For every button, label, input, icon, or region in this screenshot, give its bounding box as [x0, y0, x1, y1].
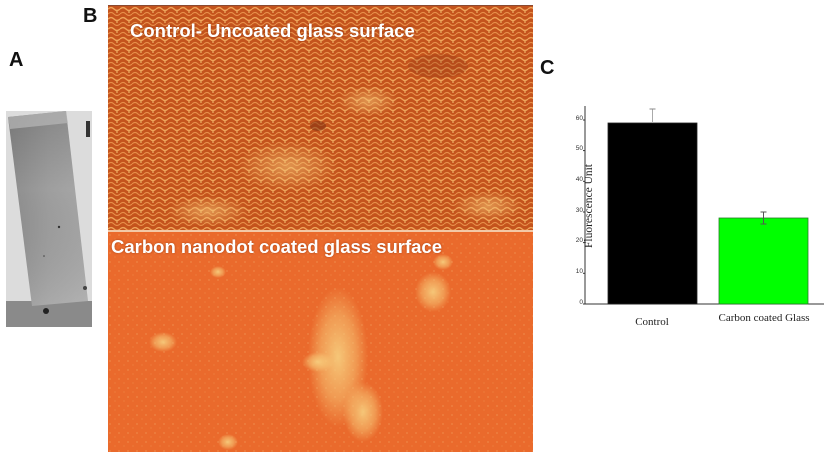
- x-label-control: Control: [635, 316, 669, 328]
- panel-divider: [108, 230, 533, 232]
- microscopy-panel: Control- Uncoated glass surface: [108, 5, 533, 452]
- biofilm-texture: [108, 6, 533, 230]
- glass-slide-photo: [6, 111, 92, 327]
- fluorescence-bar-chart: 0 10 20 30 40 50 60 Fluorescence Unit Co…: [548, 100, 824, 340]
- y-tick-40: 40: [575, 176, 583, 183]
- y-tick-10: 10: [575, 268, 583, 275]
- y-tick-0: 0: [579, 299, 583, 306]
- control-surface-label: Control- Uncoated glass surface: [130, 20, 415, 41]
- coated-surface-image: Carbon nanodot coated glass surface: [108, 232, 533, 452]
- sparse-texture: [108, 232, 533, 452]
- y-ticks: [583, 119, 585, 305]
- chart-plot: [583, 106, 824, 305]
- y-tick-20: 20: [575, 237, 583, 244]
- bar-control: [607, 122, 698, 305]
- coated-surface-label: Carbon nanodot coated glass surface: [111, 236, 443, 257]
- x-label-carbon-coated: Carbon coated Glass: [718, 312, 810, 324]
- panel-b-letter: B: [83, 5, 98, 27]
- y-tick-30: 30: [575, 207, 583, 214]
- bar-carbon-coated: [718, 217, 809, 305]
- y-tick-50: 50: [575, 145, 583, 152]
- panel-c-letter: C: [540, 57, 555, 79]
- panel-a-letter: A: [9, 49, 24, 71]
- control-surface-image: Control- Uncoated glass surface: [108, 6, 533, 230]
- y-tick-60: 60: [575, 115, 583, 122]
- y-axis-label: Fluorescence Unit: [583, 164, 595, 248]
